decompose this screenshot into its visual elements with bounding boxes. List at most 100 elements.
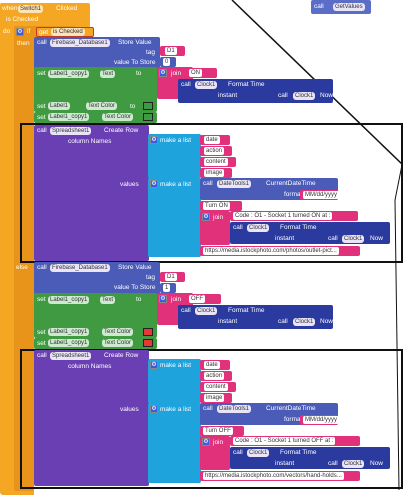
format-time-block-1[interactable]: call Clock1 Format Time instant call Clo… <box>178 79 333 103</box>
code-string[interactable]: Code : O1 - Socket 1 turned ON at : <box>233 212 333 220</box>
tag-string-block-2[interactable]: D1 <box>160 272 185 282</box>
datetools-pill[interactable]: DateTools1 <box>217 405 252 413</box>
gear-icon[interactable]: ⚙ <box>202 213 210 221</box>
spreadsheet-pill[interactable]: Spreadsheet1 <box>50 127 92 135</box>
firebase-pill[interactable]: Firebase_Database1 <box>50 264 110 272</box>
code-string-1[interactable]: Code : O1 - Socket 1 turned ON at : <box>230 211 358 221</box>
clock-pill-2[interactable]: Clock1 <box>293 92 316 100</box>
join-block-sheet-2[interactable]: ⚙ join <box>200 436 230 470</box>
if-header[interactable]: ⚙ if get is Checked <box>14 26 94 38</box>
getvalues-call-block[interactable]: call GetValues <box>311 0 371 14</box>
format-time-block-2[interactable]: call Clock1 Format Time instant call Clo… <box>178 305 333 329</box>
tag-value[interactable]: D1 <box>165 273 177 281</box>
col-image-1[interactable]: image <box>200 168 232 178</box>
col-string[interactable]: content <box>204 158 228 166</box>
make-list-cols-2[interactable]: ⚙ make a list <box>148 359 201 403</box>
value-number[interactable]: 1 <box>163 284 171 292</box>
format-time-sheet-1[interactable]: call Clock1 Format Time instant call Clo… <box>230 222 390 244</box>
col-string[interactable]: content <box>204 383 228 391</box>
get-is-checked[interactable]: get is Checked <box>36 27 94 37</box>
tag-string-block[interactable]: D1 <box>160 46 185 56</box>
url-string[interactable]: https://media.istockphoto.com/vectors/ha… <box>203 472 344 480</box>
format-string-2[interactable]: MM/dd/yyyy <box>300 415 340 425</box>
col-date-2[interactable]: date <box>200 360 230 370</box>
clock-pill[interactable]: Clock1 <box>195 307 218 315</box>
label-copy-pill[interactable]: Label1_copy1 <box>48 113 90 121</box>
textcolor-pill[interactable]: Text Color <box>102 339 134 347</box>
firebase-pill[interactable]: Firebase_Database1 <box>50 39 110 47</box>
gear-icon[interactable]: ⚙ <box>150 136 158 144</box>
firebase-store-block-2[interactable]: call Firebase_Database1 Store Value tag … <box>34 262 160 295</box>
datetools-pill[interactable]: DateTools1 <box>217 180 252 188</box>
clock-pill-2[interactable]: Clock1 <box>293 318 316 326</box>
create-row-block-1[interactable]: call Spreadsheet1 Create Row column Name… <box>34 125 149 261</box>
green-color-swatch[interactable] <box>143 113 153 121</box>
value-number-block[interactable]: 0 <box>160 57 176 67</box>
url-string[interactable]: https://media.istockphoto.com/photos/out… <box>203 247 339 255</box>
turn-string[interactable]: Turn ON <box>203 202 230 210</box>
textcolor-pill[interactable]: Text Color <box>102 113 134 121</box>
col-string[interactable]: action <box>204 147 225 155</box>
label-copy-pill[interactable]: Label1_copy1 <box>48 339 90 347</box>
firebase-store-block-1[interactable]: call Firebase_Database1 Store Value tag … <box>34 37 160 70</box>
url-string-1[interactable]: https://media.istockphoto.com/photos/out… <box>200 246 360 256</box>
gear-icon[interactable]: ⚙ <box>202 438 210 446</box>
col-string[interactable]: date <box>204 361 220 369</box>
is-checked-pill[interactable]: is Checked <box>51 28 85 36</box>
gear-icon[interactable]: ⚙ <box>16 28 24 36</box>
off-string[interactable]: OFF <box>189 295 205 303</box>
clock-pill[interactable]: Clock1 <box>195 81 218 89</box>
getvalues-pill[interactable]: GetValues <box>333 3 365 11</box>
clock-pill-2[interactable]: Clock1 <box>342 235 365 243</box>
label-copy-pill[interactable]: Label1_copy1 <box>48 328 90 336</box>
code-string-2[interactable]: Code : O1 - Socket 1 turned OFF at : <box>230 436 360 446</box>
set-color-block-1b[interactable]: set Label1_copy1 Text Color to <box>34 112 157 123</box>
value-number[interactable]: 0 <box>163 58 171 66</box>
value-number-block-2[interactable]: 1 <box>160 283 176 293</box>
set-text-block-2[interactable]: set Label1_copy1 Text to <box>34 293 157 329</box>
green-color-swatch[interactable] <box>143 102 153 110</box>
on-string-block[interactable]: ON <box>185 68 217 78</box>
make-list-values-1[interactable]: ⚙ make a list <box>148 178 201 257</box>
format-time-sheet-2[interactable]: call Clock1 Format Time instant call Clo… <box>230 447 390 469</box>
make-list-cols-1[interactable]: ⚙ make a list <box>148 134 201 178</box>
col-date-1[interactable]: date <box>200 135 230 145</box>
set-color-block-1a[interactable]: set Label1 Text Color to <box>34 101 157 112</box>
switch-pill[interactable]: Switch1 <box>18 5 44 13</box>
label-copy-pill[interactable]: Label1_copy1 <box>48 70 90 78</box>
turn-on-string[interactable]: Turn ON <box>200 201 242 211</box>
spreadsheet-pill[interactable]: Spreadsheet1 <box>50 352 92 360</box>
col-string[interactable]: image <box>204 394 225 402</box>
clock-pill[interactable]: Clock1 <box>247 449 270 457</box>
gear-icon[interactable]: ⚙ <box>150 405 158 413</box>
red-color-swatch[interactable] <box>143 328 153 336</box>
turn-string[interactable]: Turn OFF <box>203 427 233 435</box>
format-string[interactable]: MM/dd/yyyy <box>303 416 340 424</box>
col-string[interactable]: date <box>204 136 220 144</box>
col-string[interactable]: image <box>204 169 225 177</box>
clock-pill[interactable]: Clock1 <box>247 224 270 232</box>
turn-off-string[interactable]: Turn OFF <box>200 426 244 436</box>
clock-pill-2[interactable]: Clock1 <box>342 460 365 468</box>
code-string[interactable]: Code : O1 - Socket 1 turned OFF at : <box>233 437 336 445</box>
gear-icon[interactable]: ⚙ <box>150 180 158 188</box>
url-string-2[interactable]: https://media.istockphoto.com/vectors/ha… <box>200 471 360 481</box>
format-string[interactable]: MM/dd/yyyy <box>303 191 340 199</box>
set-color-block-2b[interactable]: set Label1_copy1 Text Color to <box>34 338 157 349</box>
on-string[interactable]: ON <box>189 69 202 77</box>
format-string-1[interactable]: MM/dd/yyyy <box>300 190 340 200</box>
gear-icon[interactable]: ⚙ <box>159 295 167 303</box>
col-string[interactable]: action <box>204 372 225 380</box>
tag-value[interactable]: D1 <box>165 47 177 55</box>
label-pill[interactable]: Label1 <box>48 102 71 110</box>
text-prop-pill[interactable]: Text <box>100 70 116 78</box>
set-color-block-2a[interactable]: set Label1_copy1 Text Color to <box>34 327 157 338</box>
textcolor-pill[interactable]: Text Color <box>86 102 118 110</box>
off-string-block[interactable]: OFF <box>185 294 221 304</box>
create-row-block-2[interactable]: call Spreadsheet1 Create Row column Name… <box>34 350 149 486</box>
gear-icon[interactable]: ⚙ <box>159 69 167 77</box>
col-content-2[interactable]: content <box>200 382 236 392</box>
gear-icon[interactable]: ⚙ <box>150 361 158 369</box>
text-prop-pill[interactable]: Text <box>100 296 116 304</box>
col-action-2[interactable]: action <box>200 371 232 381</box>
